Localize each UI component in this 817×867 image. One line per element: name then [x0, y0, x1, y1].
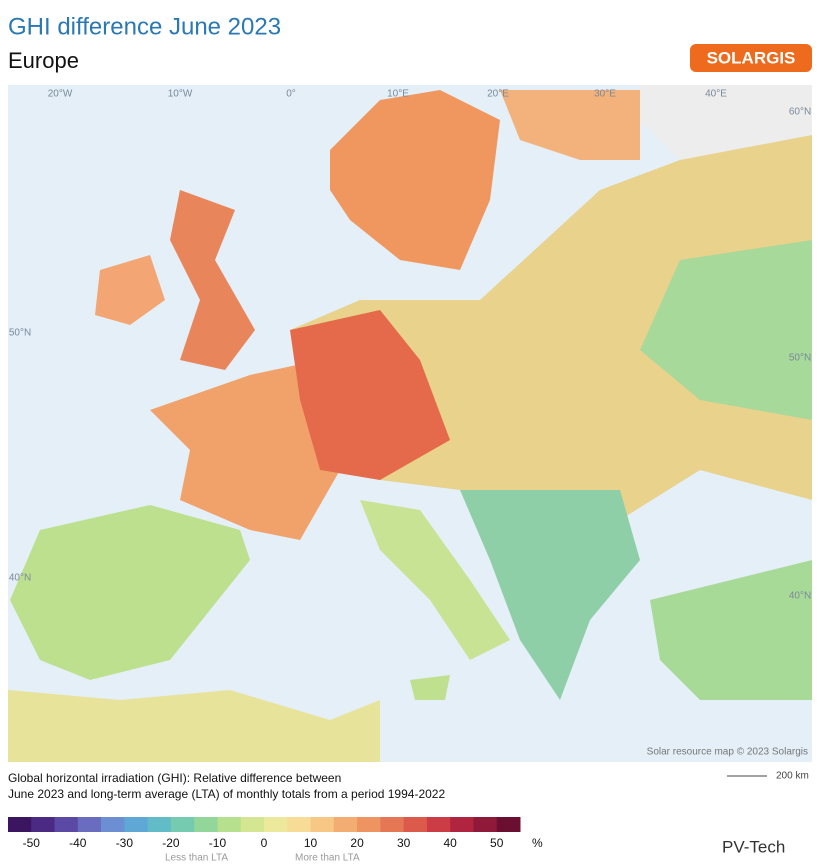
legend-swatch [473, 817, 498, 832]
legend-swatch [380, 817, 405, 832]
east-green [640, 240, 812, 420]
legend-swatch [194, 817, 218, 832]
legend-tick: 10 [304, 836, 318, 850]
legend-swatch [450, 817, 474, 832]
legend-swatch [496, 817, 521, 832]
legend-swatch [217, 817, 242, 832]
legend-less: Less than LTA [165, 853, 228, 862]
legend-swatch [31, 817, 56, 832]
caption-line: June 2023 and long-term average (LTA) of… [8, 787, 445, 801]
graticule-label: 10°W [168, 89, 193, 100]
attribution: Solar resource map © 2023 Solargis [647, 747, 808, 758]
graticule-label: 50°N [789, 353, 811, 364]
scandinavia [330, 90, 500, 270]
legend-tick: 20 [350, 836, 364, 850]
watermark: PV-Tech [722, 837, 785, 856]
legend-swatch [170, 817, 195, 832]
legend-swatch [333, 817, 358, 832]
graticule: 20°W 10°W 0° 10°E 20°E 30°E 40°E 60°N 50°N 50°N 40… [9, 89, 811, 602]
legend-swatch [54, 817, 79, 832]
legend-swatch [264, 817, 288, 832]
legend-swatch [310, 817, 335, 832]
land-grey [640, 85, 812, 160]
logo: SOLARGIS [707, 48, 796, 67]
graticule-label: 30°E [594, 89, 616, 100]
legend-swatch [287, 817, 312, 832]
britain [170, 190, 255, 370]
africa [8, 690, 380, 762]
legend-tick: -50 [23, 836, 41, 850]
graticule-label: 40°N [9, 573, 31, 584]
legend-tick: -30 [116, 836, 134, 850]
legend: -50 -40 -30 -20 -10 0 10 20 30 40 50 [8, 817, 521, 850]
graticule-label: 0° [286, 89, 296, 100]
graticule-label: 20°W [48, 89, 73, 100]
legend-swatch [77, 817, 102, 832]
graticule-label: 20°E [487, 89, 509, 100]
legend-swatch [403, 817, 428, 832]
legend-tick: 40 [444, 836, 458, 850]
legend-unit: % [532, 836, 543, 850]
legend-tick: 0 [261, 836, 268, 850]
legend-swatch [426, 817, 451, 832]
ireland [95, 255, 165, 325]
graticule-label: 40°N [789, 591, 811, 602]
legend-tick: -20 [162, 836, 180, 850]
iberia [10, 505, 250, 680]
legend-tick: 50 [490, 836, 504, 850]
graticule-label: 10°E [387, 89, 409, 100]
legend-swatch [357, 817, 381, 832]
france [150, 360, 340, 540]
sicily [410, 675, 450, 700]
legend-swatch [147, 817, 172, 832]
subtitle: Europe [8, 48, 79, 73]
scale-label: 200 km [776, 771, 809, 782]
legend-swatch [240, 817, 265, 832]
legend-tick: 30 [397, 836, 411, 850]
legend-swatch [8, 817, 32, 832]
legend-swatch [101, 817, 125, 832]
legend-tick: -40 [69, 836, 87, 850]
legend-more: More than LTA [295, 853, 360, 862]
finland [500, 90, 640, 160]
legend-swatch [124, 817, 149, 832]
balkans [460, 490, 640, 700]
logo-box [690, 44, 812, 72]
caption-line: Global horizontal irradiation (GHI): Rel… [8, 771, 341, 785]
title: GHI difference June 2023 [8, 13, 281, 40]
turkey [650, 560, 812, 700]
central-hot [290, 310, 450, 480]
map [8, 85, 812, 762]
graticule-label: 60°N [789, 107, 811, 118]
legend-tick: -10 [209, 836, 227, 850]
graticule-label: 40°E [705, 89, 727, 100]
graticule-label: 50°N [9, 328, 31, 339]
italy [360, 500, 510, 660]
